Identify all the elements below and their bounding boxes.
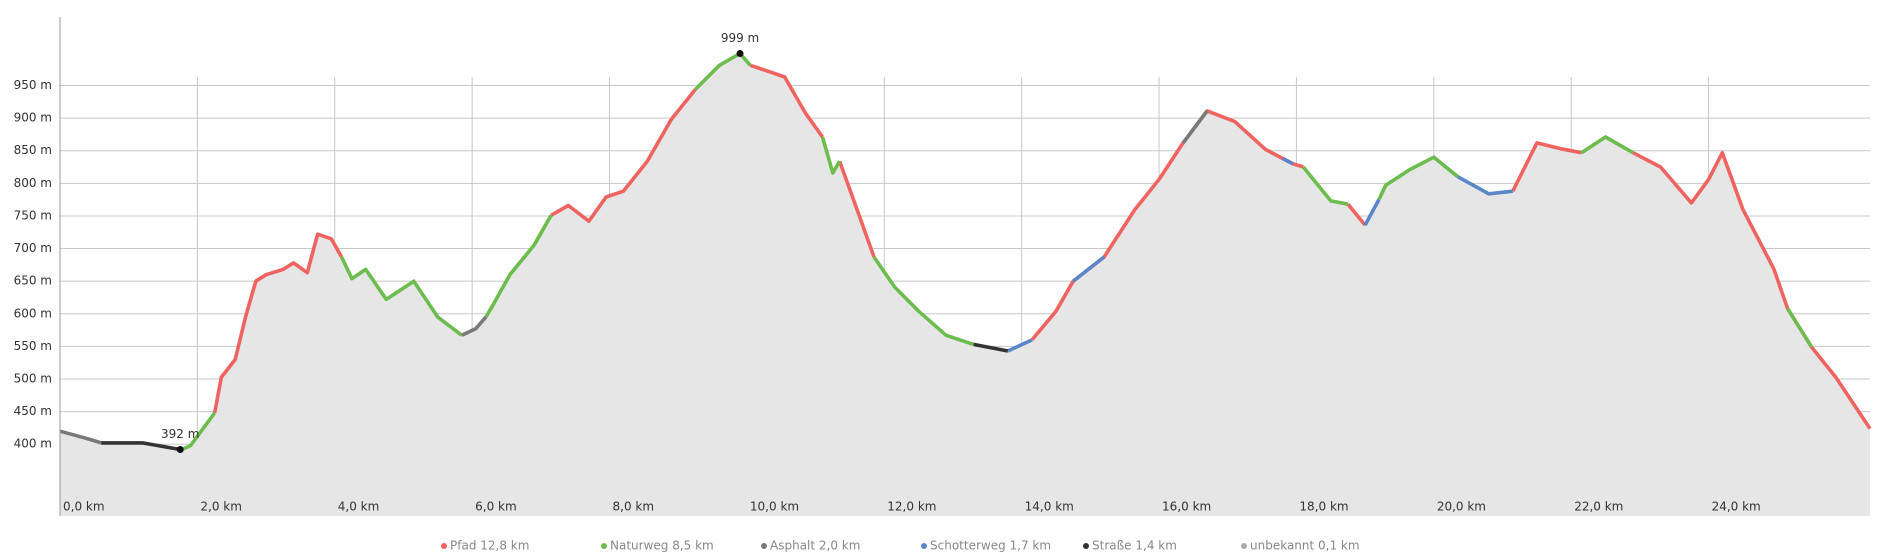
x-tick-label: 22,0 km [1574, 500, 1623, 514]
x-tick-label: 20,0 km [1437, 500, 1486, 514]
y-tick-label: 500 m [14, 372, 52, 386]
surface-line [59, 109, 1209, 445]
legend-dot [441, 543, 447, 549]
text-layer: 400 m 450 m 500 m 550 m 600 m 650 m 700 m 750 m… [14, 31, 1761, 552]
y-tick-label: 550 m [14, 339, 52, 353]
y-tick-label: 750 m [14, 208, 52, 222]
area-layer [60, 53, 1870, 516]
y-tick-label: 450 m [14, 404, 52, 418]
x-tick-label: 16,0 km [1162, 500, 1211, 514]
x-tick-label: 10,0 km [750, 500, 799, 514]
x-tick-label: 2,0 km [200, 500, 242, 514]
legend-dot [1083, 543, 1089, 549]
annotation: 999 m [721, 31, 759, 45]
annotation-dot [736, 50, 744, 58]
surface-line [101, 342, 1009, 452]
y-tick-label: 900 m [14, 111, 52, 125]
x-tick-label: 24,0 km [1712, 500, 1761, 514]
legend-dot [601, 543, 607, 549]
y-tick-label: 400 m [14, 437, 52, 451]
legend-label: Schotterweg 1,7 km [930, 539, 1051, 553]
legend-dot [761, 543, 767, 549]
y-tick-label: 600 m [14, 306, 52, 320]
legend-dot [1241, 543, 1247, 549]
x-tick-label: 14,0 km [1025, 500, 1074, 514]
profile-area [60, 53, 1870, 516]
legend-label: unbekannt 0,1 km [1250, 539, 1360, 553]
x-tick-label: 6,0 km [475, 500, 517, 514]
x-tick-label: 18,0 km [1299, 500, 1348, 514]
legend-label: Pfad 12,8 km [450, 539, 529, 553]
surface-line [182, 51, 1814, 451]
x-tick-label: 4,0 km [338, 500, 380, 514]
y-tick-label: 950 m [14, 78, 52, 92]
y-tick-label: 850 m [14, 143, 52, 157]
x-tick-label: 8,0 km [613, 500, 655, 514]
legend-label: Straße 1,4 km [1092, 539, 1177, 553]
annotation: 392 m [161, 427, 199, 441]
legend-label: Asphalt 2,0 km [770, 539, 860, 553]
line-layer [59, 51, 1872, 452]
y-tick-label: 650 m [14, 274, 52, 288]
annotation-dot [176, 445, 184, 453]
legend-label: Naturweg 8,5 km [610, 539, 714, 553]
legend-dot [921, 543, 927, 549]
y-tick-label: 700 m [14, 241, 52, 255]
x-tick-label: 0,0 km [63, 500, 105, 514]
x-tick-label: 12,0 km [887, 500, 936, 514]
y-tick-label: 800 m [14, 176, 52, 190]
